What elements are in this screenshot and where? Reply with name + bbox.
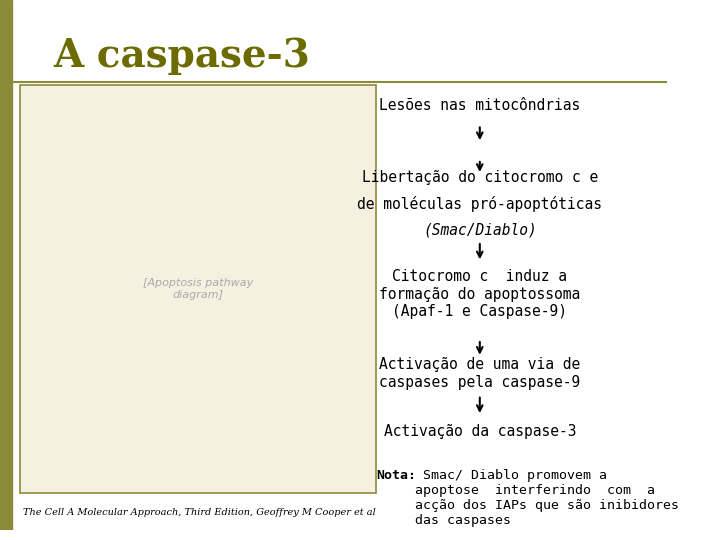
Text: Activação da caspase-3: Activação da caspase-3 <box>384 424 576 440</box>
Text: Nota:: Nota: <box>377 469 416 482</box>
Text: (Smac/Diablo): (Smac/Diablo) <box>423 223 536 238</box>
Text: de moléculas pró-apoptóticas: de moléculas pró-apoptóticas <box>357 196 603 212</box>
Text: Activação de uma via de
caspases pela caspase-9: Activação de uma via de caspases pela ca… <box>379 357 580 390</box>
Bar <box>0 0 12 530</box>
Text: A caspase-3: A caspase-3 <box>53 37 310 75</box>
Text: Lesões nas mitocôndrias: Lesões nas mitocôndrias <box>379 98 580 113</box>
Text: The Cell A Molecular Approach, Third Edition, Geoffrey M Cooper et al: The Cell A Molecular Approach, Third Edi… <box>23 508 376 517</box>
Text: [Apoptosis pathway
diagram]: [Apoptosis pathway diagram] <box>143 278 253 300</box>
Text: Smac/ Diablo promovem a
apoptose  interferindo  com  a
acção dos IAPs que são in: Smac/ Diablo promovem a apoptose interfe… <box>415 469 679 527</box>
Text: Libertação do citocromo c e: Libertação do citocromo c e <box>361 170 598 185</box>
Bar <box>20 85 377 492</box>
Text: Citocromo c  induz a
formação do apoptossoma
(Apaf-1 e Caspase-9): Citocromo c induz a formação do apoptoss… <box>379 269 580 319</box>
